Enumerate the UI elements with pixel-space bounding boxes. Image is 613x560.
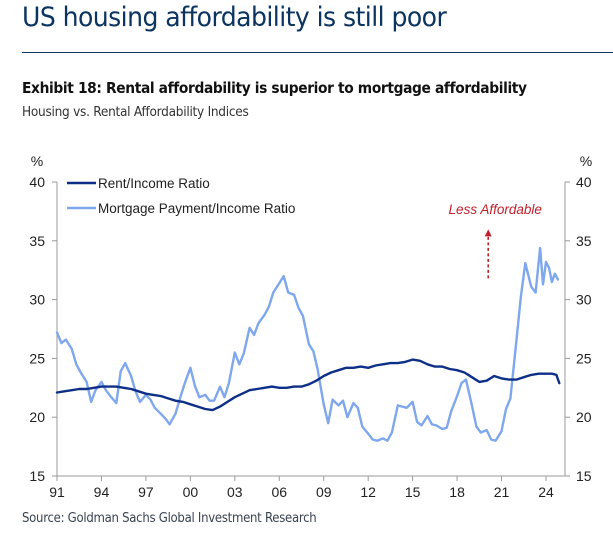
exhibit-subtitle: Housing vs. Rental Affordability Indices xyxy=(22,104,249,120)
y-tick-label-right: 40 xyxy=(576,174,592,190)
y-ticks-right: 15 20 25 30 35 40 xyxy=(565,174,592,484)
y-axis-unit-left: % xyxy=(31,153,43,169)
page-title: US housing affordability is still poor xyxy=(22,2,447,33)
x-tick-label: 97 xyxy=(138,484,154,500)
series-layer xyxy=(55,246,561,442)
y-tick-label-left: 20 xyxy=(29,409,45,425)
y-ticks-left: 15 20 25 30 35 40 xyxy=(29,174,57,484)
affordability-chart: % % 15 20 25 30 35 40 15 20 25 30 35 40 91 94 97 00 03… xyxy=(29,153,592,500)
legend-item-rent: Rent/Income Ratio xyxy=(67,176,210,191)
annotation: Less Affordable xyxy=(449,202,542,279)
mortgage-income-line xyxy=(55,246,560,442)
x-tick-label: 15 xyxy=(405,484,421,500)
y-tick-label-left: 15 xyxy=(29,468,45,484)
y-tick-label-left: 30 xyxy=(29,292,45,308)
x-tick-label: 24 xyxy=(538,484,554,500)
legend-label-rent: Rent/Income Ratio xyxy=(98,176,210,191)
x-tick-label: 03 xyxy=(227,484,243,500)
y-tick-label-left: 40 xyxy=(29,174,45,190)
x-tick-label: 18 xyxy=(449,484,465,500)
y-tick-label-right: 30 xyxy=(576,292,592,308)
y-tick-label-right: 15 xyxy=(576,468,592,484)
legend-label-mortgage: Mortgage Payment/Income Ratio xyxy=(98,201,295,216)
x-tick-label: 09 xyxy=(316,484,332,500)
x-tick-label: 94 xyxy=(94,484,110,500)
x-tick-label: 00 xyxy=(183,484,199,500)
y-tick-label-left: 25 xyxy=(29,350,45,366)
legend: Rent/Income Ratio Mortgage Payment/Incom… xyxy=(67,176,295,216)
x-tick-label: 91 xyxy=(49,484,65,500)
rent-income-line xyxy=(55,358,561,412)
legend-item-mortgage: Mortgage Payment/Income Ratio xyxy=(67,201,295,216)
source-note: Source: Goldman Sachs Global Investment … xyxy=(22,511,317,526)
x-tick-label: 06 xyxy=(271,484,287,500)
title-divider xyxy=(22,52,613,53)
exhibit-title: Exhibit 18: Rental affordability is supe… xyxy=(22,79,527,97)
y-tick-label-left: 35 xyxy=(29,233,45,249)
y-axis-unit-right: % xyxy=(580,153,592,169)
x-tick-label: 12 xyxy=(360,484,376,500)
x-tick-label: 21 xyxy=(494,484,510,500)
y-tick-label-right: 20 xyxy=(576,409,592,425)
annotation-less-affordable: Less Affordable xyxy=(449,202,542,217)
arrowhead-icon xyxy=(484,229,492,237)
y-tick-label-right: 25 xyxy=(576,350,592,366)
y-tick-label-right: 35 xyxy=(576,233,592,249)
axes: % % xyxy=(31,153,592,477)
x-ticks: 91 94 97 00 03 06 09 12 15 18 21 24 xyxy=(49,476,554,500)
